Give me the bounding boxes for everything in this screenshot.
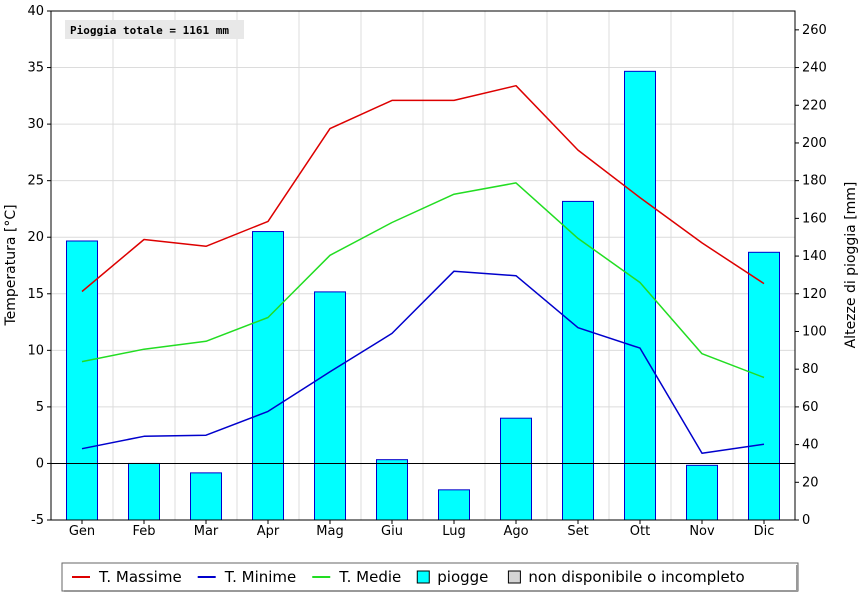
right-axis-title: Altezze di pioggia [mm] bbox=[843, 182, 859, 349]
tick-labels: -5 0 5 10 15 20 25 30 35 40 0 20 40 60 80 100 120 140 160 1… bbox=[27, 4, 826, 539]
x-tick-label: Gen bbox=[69, 524, 95, 539]
right-tick-label: 220 bbox=[802, 98, 827, 113]
left-tick-label: 30 bbox=[27, 117, 44, 132]
legend-label: T. Massime bbox=[98, 568, 182, 586]
rain-bar bbox=[190, 472, 222, 521]
x-tick-label: Set bbox=[567, 524, 588, 539]
series-line bbox=[81, 84, 765, 293]
rain-bar bbox=[748, 251, 780, 521]
rain-bar bbox=[314, 291, 346, 521]
legend: T. Massime T. Minime T. Medie piogge non dis… bbox=[61, 562, 799, 592]
right-tick-label: 240 bbox=[802, 61, 827, 76]
legend-label: non disponibile o incompleto bbox=[528, 568, 744, 586]
x-tick-label: Ago bbox=[503, 524, 528, 539]
rain-bar bbox=[376, 459, 408, 521]
right-tick-label: 40 bbox=[802, 438, 819, 453]
right-tick-label: 200 bbox=[802, 136, 827, 151]
right-tick-label: 60 bbox=[802, 400, 819, 415]
legend-missing-swatch bbox=[507, 570, 521, 584]
rain-bar bbox=[562, 200, 594, 521]
legend-box bbox=[61, 562, 799, 592]
rain-bar bbox=[252, 231, 284, 521]
left-tick-label: 5 bbox=[36, 400, 44, 415]
rain-bars bbox=[66, 70, 780, 521]
right-tick-label: 180 bbox=[802, 174, 827, 189]
left-tick-label: 20 bbox=[27, 230, 44, 245]
x-tick-label: Mag bbox=[316, 524, 343, 539]
left-axis-title: Temperatura [°C] bbox=[3, 204, 19, 326]
x-tick-label: Feb bbox=[132, 524, 155, 539]
x-tick-label: Lug bbox=[442, 524, 466, 539]
right-tick-label: 160 bbox=[802, 211, 827, 226]
x-tick-label: Nov bbox=[689, 524, 715, 539]
right-tick-label: 80 bbox=[802, 362, 819, 377]
legend-label: T. Minime bbox=[224, 568, 297, 586]
legend-label: piogge bbox=[437, 568, 488, 586]
left-tick-label: 0 bbox=[36, 456, 44, 471]
temperature-lines bbox=[81, 84, 765, 455]
rain-bar bbox=[686, 464, 718, 521]
x-tick-label: Apr bbox=[257, 524, 280, 539]
rain-total-annotation: Pioggia totale = 1161 mm bbox=[70, 24, 229, 37]
right-tick-label: 20 bbox=[802, 475, 819, 490]
series-line bbox=[81, 270, 765, 455]
x-tick-label: Giu bbox=[381, 524, 403, 539]
right-tick-label: 100 bbox=[802, 324, 827, 339]
left-tick-label: 15 bbox=[27, 287, 44, 302]
left-tick-label: 35 bbox=[27, 61, 44, 76]
series-line bbox=[81, 182, 765, 379]
left-tick-label: 25 bbox=[27, 174, 44, 189]
x-tick-label: Ott bbox=[630, 524, 650, 539]
legend-bar-swatch bbox=[416, 570, 430, 584]
right-tick-label: 0 bbox=[802, 513, 810, 528]
rain-bar bbox=[624, 70, 656, 521]
rain-bar bbox=[128, 462, 160, 521]
plot-frame bbox=[50, 10, 796, 521]
axes bbox=[50, 10, 796, 521]
legend-label: T. Medie bbox=[338, 568, 401, 586]
annotation-box: Pioggia totale = 1161 mm bbox=[65, 20, 244, 39]
x-tick-label: Dic bbox=[754, 524, 775, 539]
left-tick-label: -5 bbox=[31, 513, 44, 528]
x-tick-label: Mar bbox=[194, 524, 219, 539]
rain-bar bbox=[500, 417, 532, 521]
left-tick-label: 40 bbox=[27, 4, 44, 19]
right-tick-label: 140 bbox=[802, 249, 827, 264]
right-tick-label: 120 bbox=[802, 287, 827, 302]
rain-bar bbox=[438, 489, 470, 521]
right-tick-label: 260 bbox=[802, 23, 827, 38]
left-tick-label: 10 bbox=[27, 343, 44, 358]
